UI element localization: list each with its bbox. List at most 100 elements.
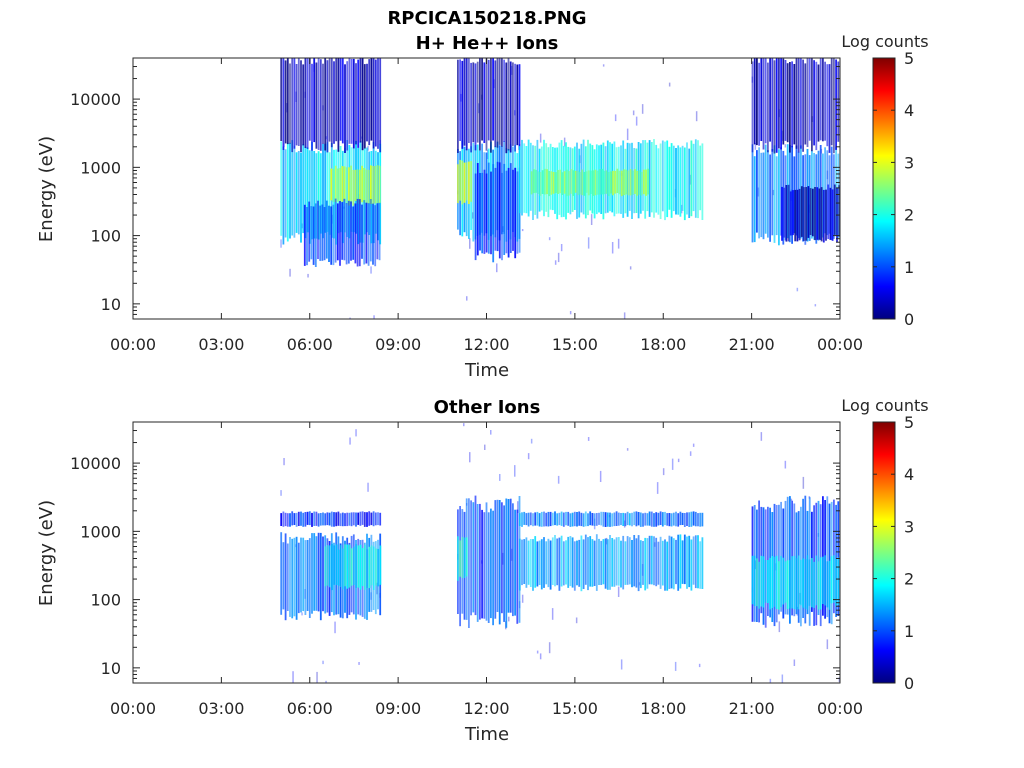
heat-cell: [348, 544, 351, 588]
heat-cell: [525, 146, 528, 214]
heat-cell: [773, 145, 776, 243]
heat-cell: [321, 204, 324, 261]
colorbar-tick-label: 2: [904, 570, 914, 589]
heat-cell: [646, 513, 649, 526]
heat-cell: [363, 200, 366, 265]
colorbar-tick-label: 3: [904, 517, 914, 536]
noise-mark: [674, 661, 677, 671]
x-tick-label: 00:00: [110, 335, 156, 354]
heat-cell: [661, 540, 664, 586]
noise-mark: [587, 437, 590, 441]
heat-cell: [783, 187, 786, 238]
heat-cell: [532, 539, 534, 591]
heat-cell: [550, 171, 553, 195]
heat-cell: [516, 509, 519, 624]
heat-cell: [601, 168, 603, 195]
noise-mark: [781, 674, 784, 683]
heat-cell: [659, 511, 662, 525]
heat-cell: [300, 537, 302, 613]
noise-mark: [292, 671, 294, 683]
noise-mark: [772, 189, 775, 196]
heat-cell: [764, 58, 767, 144]
heat-cell: [295, 512, 298, 527]
heat-cell: [820, 187, 823, 242]
spectral-feature: [457, 58, 521, 154]
heat-cell: [322, 512, 324, 526]
x-tick-label: 12:00: [463, 335, 509, 354]
heat-cell: [280, 513, 283, 526]
heat-cell: [512, 169, 514, 251]
y-tick-label: 1000: [80, 522, 121, 541]
heat-cell: [496, 161, 499, 252]
heat-cell: [306, 540, 309, 611]
heat-cell: [633, 535, 636, 587]
heat-cell: [786, 63, 789, 143]
heat-cell: [574, 170, 577, 193]
heat-cell: [361, 204, 363, 259]
noise-mark: [802, 476, 805, 489]
heat-cell: [690, 539, 693, 591]
heat-cell: [657, 512, 660, 526]
heat-cell: [683, 513, 686, 527]
heat-cell: [789, 191, 792, 236]
heat-cell: [354, 169, 357, 201]
heat-cell: [623, 169, 625, 196]
heat-cell: [592, 170, 595, 196]
noise-mark: [605, 537, 608, 545]
heat-cell: [289, 63, 291, 144]
noise-mark: [487, 150, 489, 159]
heat-cell: [523, 539, 526, 584]
heat-cell: [598, 169, 601, 195]
noise-mark: [373, 315, 375, 319]
heat-cell: [483, 169, 486, 254]
heat-cell: [532, 169, 535, 194]
heat-cell: [806, 58, 809, 147]
heat-cell: [795, 58, 798, 149]
heat-cell: [470, 62, 472, 153]
heat-cell: [785, 185, 788, 242]
heat-cell: [612, 170, 614, 196]
heat-cell: [819, 58, 822, 141]
heat-cell: [289, 513, 291, 527]
heat-cell: [650, 142, 653, 213]
heat-cell: [529, 539, 532, 587]
noise-mark: [626, 128, 629, 141]
heat-cell: [694, 139, 697, 218]
heat-cell: [505, 170, 508, 254]
heat-cell: [811, 188, 814, 237]
heat-cell: [372, 166, 374, 205]
spectral-feature: [751, 555, 840, 610]
heat-cell: [280, 141, 283, 236]
heat-cell: [773, 60, 776, 154]
noise-mark: [539, 653, 542, 660]
noise-mark: [689, 451, 692, 456]
heat-cell: [600, 511, 603, 526]
heat-cell: [818, 188, 821, 240]
heat-cell: [284, 149, 287, 238]
heat-cell: [591, 513, 594, 526]
heat-cell: [609, 512, 611, 527]
noise-mark: [355, 429, 357, 437]
heat-cell: [596, 170, 599, 195]
heat-cell: [565, 511, 567, 526]
heat-cell: [347, 200, 350, 264]
noise-mark: [557, 252, 560, 263]
heat-cell: [624, 513, 627, 527]
heat-cell: [308, 58, 311, 141]
plot-area: 00:00 03:00 06:00 09:00 12:00 15:00 18:00 21:00…: [70, 57, 863, 354]
heat-cell: [300, 60, 302, 153]
colorbar-tick-label: 0: [904, 674, 914, 693]
heat-cell: [352, 58, 355, 149]
heat-cell: [315, 62, 318, 149]
noise-mark: [551, 608, 554, 620]
heat-cell: [677, 145, 680, 215]
heat-cell: [828, 64, 831, 153]
heat-cell: [346, 61, 349, 151]
heat-cell: [490, 171, 492, 255]
heat-cell: [377, 58, 379, 149]
heat-cell: [661, 140, 664, 212]
heat-cell: [622, 512, 625, 526]
heat-cell: [835, 59, 837, 150]
heat-cell: [376, 165, 379, 204]
heat-cell: [512, 503, 514, 617]
